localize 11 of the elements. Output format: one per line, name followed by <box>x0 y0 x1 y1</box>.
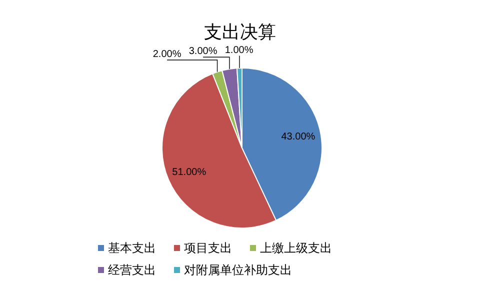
legend-label: 基本支出 <box>108 241 156 255</box>
data-label: 43.00% <box>281 131 316 142</box>
data-label: 3.00% <box>188 46 218 58</box>
chart-title: 支出决算 <box>204 22 276 42</box>
data-label: 2.00% <box>152 49 182 60</box>
legend-label: 经营支出 <box>108 263 156 277</box>
data-label: 1.00% <box>224 45 254 56</box>
legend-label: 项目支出 <box>184 241 232 255</box>
legend-label: 上缴上级支出 <box>260 241 332 255</box>
data-label: 51.00% <box>172 166 206 178</box>
legend-label: 对附属单位补助支出 <box>184 263 292 277</box>
